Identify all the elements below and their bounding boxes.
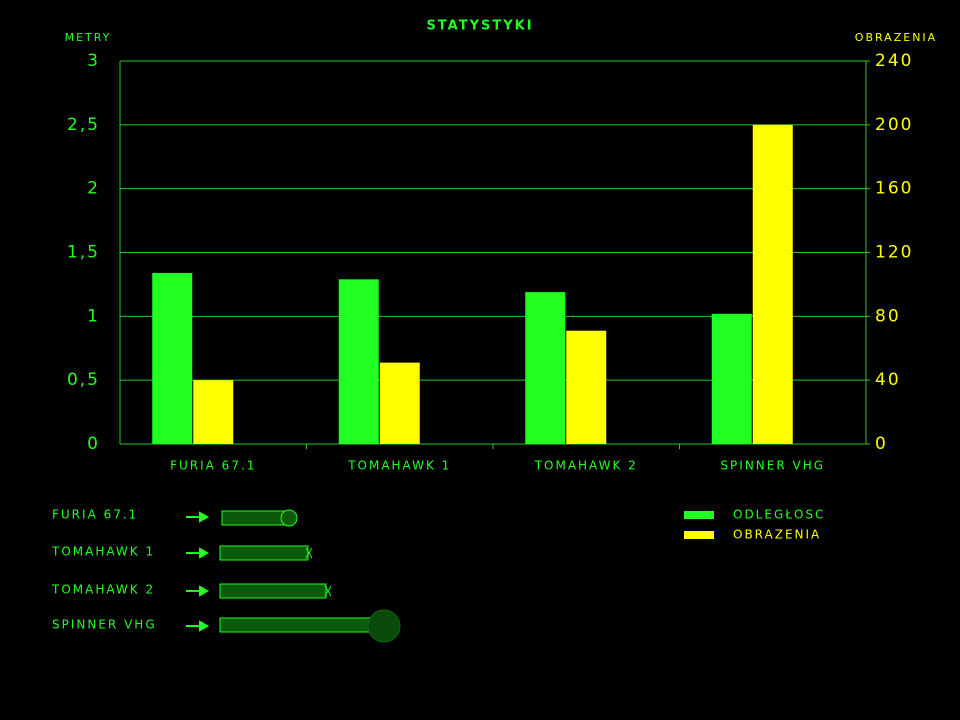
bar — [752, 124, 793, 444]
arrows — [186, 511, 210, 632]
x-tick-label: SPINNER VHG — [720, 459, 825, 473]
weapon-name: FURIA 67.1 — [52, 508, 138, 522]
x-tick-label: TOMAHAWK 2 — [534, 459, 638, 473]
bar — [525, 292, 566, 444]
weapon-name: TOMAHAWK 2 — [51, 583, 155, 597]
y-tick-label: 1,5 — [67, 243, 100, 263]
y2-tick-label: 240 — [875, 51, 913, 71]
bar — [193, 380, 234, 444]
y2-tick-label: 160 — [875, 179, 913, 199]
legend-swatch — [684, 531, 714, 539]
y-tick-label: 3 — [87, 51, 100, 71]
bar — [338, 279, 379, 444]
y2-tick-label: 80 — [875, 306, 901, 326]
y-tick-label: 2 — [87, 179, 100, 199]
weapon-icons — [186, 509, 401, 643]
bar — [152, 272, 193, 444]
bar — [379, 362, 420, 444]
x-tick-label: FURIA 67.1 — [170, 459, 256, 473]
weapon-name: SPINNER VHG — [52, 618, 157, 632]
y-tick-label: 0,5 — [67, 370, 100, 390]
x-tick-label: TOMAHAWK 1 — [347, 459, 451, 473]
bar — [566, 330, 607, 444]
y2-tick-label: 200 — [875, 115, 913, 135]
y-axis-label: METRY — [65, 31, 112, 44]
legend-label: ODLEGŁOSC — [733, 508, 825, 522]
chart-title: STATYSTYKI — [426, 19, 533, 34]
y-tick-label: 1 — [87, 306, 100, 326]
y2-tick-label: 0 — [875, 434, 888, 454]
y2-axis-label: OBRAZENIA — [855, 31, 937, 44]
legend-swatch — [684, 511, 714, 519]
weapon-name: TOMAHAWK 1 — [51, 545, 155, 559]
y2-tick-label: 40 — [875, 370, 901, 390]
y2-tick-label: 120 — [875, 243, 913, 263]
legend-label: OBRAZENIA — [733, 528, 821, 542]
y-tick-label: 0 — [87, 434, 100, 454]
y-tick-label: 2,5 — [67, 115, 100, 135]
bar — [711, 313, 752, 444]
